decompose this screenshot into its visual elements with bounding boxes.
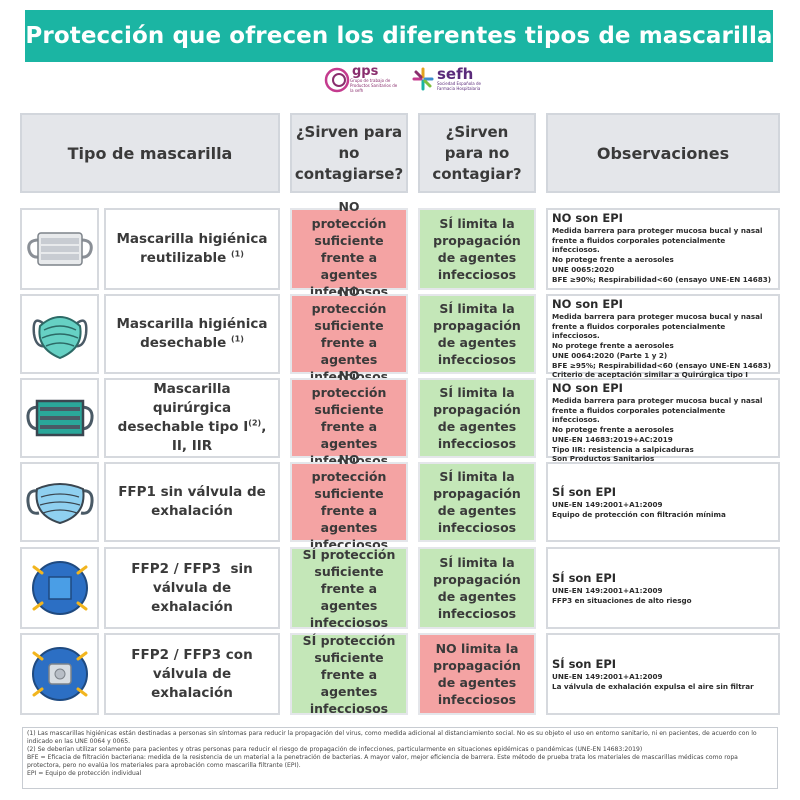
row-3-name-suffix: , II, IIR xyxy=(171,419,267,454)
footnote: EPI = Equipo de protección individual xyxy=(27,770,142,777)
row-2-name-text: Mascarilla higiénica desechable xyxy=(116,316,268,351)
table-row-5-image xyxy=(20,547,99,629)
surgical-mask-icon xyxy=(25,393,95,443)
sefh-logo: sefh Sociedad Española de Farmacia Hospi… xyxy=(412,66,497,92)
footnote: (2) Se deberían utilizar solamente para … xyxy=(27,746,643,753)
row-1-obs-line: Medida barrera para proteger mucosa buca… xyxy=(552,226,763,255)
table-row-1-self-protection: NO protección suficiente frente a agente… xyxy=(290,199,408,299)
row-1-obs-title: NO son EPI xyxy=(552,211,623,225)
row-2-obs-line: Criterio de aceptación similar a Quirúrg… xyxy=(552,370,748,380)
row-2-obs-line: BFE ≥95%; Respirabilidad<60 (ensayo UNE-… xyxy=(552,360,772,370)
row-3-obs-line: Medida barrera para proteger mucosa buca… xyxy=(552,396,763,425)
table-row-6-prevent-spread: NO limita la propagación de agentes infe… xyxy=(418,633,536,715)
sefh-logo-name: sefh xyxy=(437,65,474,83)
ffp2-ffp3-valve-mask-icon xyxy=(28,643,92,705)
row-3-obs-line: Son Productos Sanitarios xyxy=(552,454,655,464)
header-prevent-spread: ¿Sirven para no contagiar? xyxy=(418,113,536,193)
header-self-protection: ¿Sirven para no contagiarse? xyxy=(290,113,408,193)
table-row-5-observations: SÍ son EPI UNE-EN 149:2001+A1:2009 FFP3 … xyxy=(546,547,780,629)
gps-logo-mark-icon xyxy=(324,67,350,93)
table-row-3-name: Mascarilla quirúrgica desechable tipo I(… xyxy=(104,378,280,458)
row-1-obs-line: BFE ≥90%; Respirabilidad<60 (ensayo UNE-… xyxy=(552,274,772,284)
ffp1-mask-icon xyxy=(25,477,95,527)
header-observations: Observaciones xyxy=(546,113,780,193)
row-1-obs-line: UNE 0065:2020 xyxy=(552,264,615,274)
row-4-obs-title: SÍ son EPI xyxy=(552,485,617,500)
row-3-obs-line: UNE-EN 14683:2019+AC:2019 xyxy=(552,434,673,444)
table-row-4-prevent-spread: SÍ limita la propagación de agentes infe… xyxy=(418,462,536,542)
footnotes: (1) Las mascarillas higiénicas están des… xyxy=(22,727,778,789)
row-3-obs-line: Tipo IIR: resistencia a salpicaduras xyxy=(552,444,694,454)
row-3-obs-title: NO son EPI xyxy=(552,381,623,395)
page-title: Protección que ofrecen los diferentes ti… xyxy=(25,10,773,62)
row-1-name-text: Mascarilla higiénica reutilizable xyxy=(116,231,268,266)
row-3-footnote-ref: (2) xyxy=(248,418,262,428)
footnote: BFE = Eficacia de filtración bacteriana:… xyxy=(27,754,738,769)
gps-logo-name: gps xyxy=(352,64,379,79)
table-row-1-image xyxy=(20,208,99,290)
sefh-logo-mark-icon xyxy=(412,66,434,92)
table-row-2-prevent-spread: SÍ limita la propagación de agentes infe… xyxy=(418,294,536,374)
hygienic-disposable-mask-icon xyxy=(28,304,92,364)
table-row-6-name: FFP2 / FFP3 con válvula de exhalación xyxy=(104,633,280,715)
table-row-2-self-protection: NO protección suficiente frente a agente… xyxy=(290,284,408,384)
header-mask-type: Tipo de mascarilla xyxy=(20,113,280,193)
table-row-2-name: Mascarilla higiénica desechable (1) xyxy=(104,294,280,374)
table-row-6-self-protection: SÍ protección suficiente frente a agente… xyxy=(290,633,408,716)
row-6-obs-line: UNE-EN 149:2001+A1:2009 xyxy=(552,672,663,682)
table-row-6-observations: SÍ son EPI UNE-EN 149:2001+A1:2009 La vá… xyxy=(546,633,780,715)
table-row-1-prevent-spread: SÍ limita la propagación de agentes infe… xyxy=(418,208,536,290)
table-row-3-image xyxy=(20,378,99,458)
row-3-name-text: Mascarilla quirúrgica desechable tipo I xyxy=(117,381,249,435)
table-row-2-image xyxy=(20,294,99,374)
row-3-obs-line: No protege frente a aerosoles xyxy=(552,425,674,435)
table-row-6-image xyxy=(20,633,99,715)
table-row-3-prevent-spread: SÍ limita la propagación de agentes infe… xyxy=(418,378,536,458)
row-2-obs-line: UNE 0064:2020 (Parte 1 y 2) xyxy=(552,350,668,360)
table-row-4-name: FFP1 sin válvula de exhalación xyxy=(104,462,280,542)
row-4-obs-line: UNE-EN 149:2001+A1:2009 xyxy=(552,500,663,510)
table-row-5-self-protection: SÍ protección suficiente frente a agente… xyxy=(290,547,408,630)
table-row-3-observations: NO son EPI Medida barrera para proteger … xyxy=(546,378,780,463)
row-2-obs-line: No protege frente a aerosoles xyxy=(552,341,674,351)
table-row-4-self-protection: NO protección suficiente frente a agente… xyxy=(290,452,408,552)
row-5-obs-line: FFP3 en situaciones de alto riesgo xyxy=(552,596,692,605)
row-5-obs-line: UNE-EN 149:2001+A1:2009 xyxy=(552,586,663,596)
ffp2-ffp3-mask-icon xyxy=(28,557,92,619)
gps-logo-subtitle: Grupo de trabajo de Productos Sanitarios… xyxy=(350,78,398,93)
table-row-1-name: Mascarilla higiénica reutilizable (1) xyxy=(104,208,280,290)
row-2-footnote-ref: (1) xyxy=(231,334,244,344)
row-1-footnote-ref: (1) xyxy=(231,249,244,259)
table-row-1-observations: NO son EPI Medida barrera para proteger … xyxy=(546,208,780,290)
footnote: (1) Las mascarillas higiénicas están des… xyxy=(27,730,757,745)
row-6-obs-title: SÍ son EPI xyxy=(552,657,617,672)
table-row-4-image xyxy=(20,462,99,542)
logos: gps Grupo de trabajo de Productos Sanita… xyxy=(0,62,800,102)
gps-logo: gps Grupo de trabajo de Productos Sanita… xyxy=(324,64,400,93)
sefh-logo-subtitle: Sociedad Española de Farmacia Hospitalar… xyxy=(437,81,481,91)
table-row-5-prevent-spread: SÍ limita la propagación de agentes infe… xyxy=(418,547,536,629)
row-2-obs-title: NO son EPI xyxy=(552,297,623,311)
table-row-4-observations: SÍ son EPI UNE-EN 149:2001+A1:2009 Equip… xyxy=(546,462,780,542)
row-4-obs-line: Equipo de protección con filtración míni… xyxy=(552,510,726,519)
row-6-obs-line: La válvula de exhalación expulsa el aire… xyxy=(552,682,754,691)
row-5-obs-title: SÍ son EPI xyxy=(552,571,617,586)
row-2-obs-line: Medida barrera para proteger mucosa buca… xyxy=(552,312,763,341)
row-1-obs-line: No protege frente a aerosoles xyxy=(552,255,674,265)
hygienic-reusable-mask-icon xyxy=(25,224,95,274)
table-row-3-self-protection: NO protección suficiente frente a agente… xyxy=(290,368,408,468)
table-row-5-name: FFP2 / FFP3 sin válvula de exhalación xyxy=(104,547,280,629)
table-row-2-observations: NO son EPI Medida barrera para proteger … xyxy=(546,294,780,379)
